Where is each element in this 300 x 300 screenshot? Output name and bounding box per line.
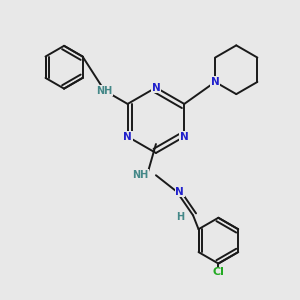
Text: N: N [211, 77, 220, 87]
Text: N: N [152, 82, 160, 93]
Text: N: N [123, 132, 132, 142]
Text: NH: NH [132, 170, 148, 180]
Text: H: H [176, 212, 184, 222]
Text: NH: NH [96, 85, 112, 96]
Text: Cl: Cl [212, 268, 224, 278]
Text: N: N [180, 132, 189, 142]
Text: N: N [175, 187, 184, 196]
